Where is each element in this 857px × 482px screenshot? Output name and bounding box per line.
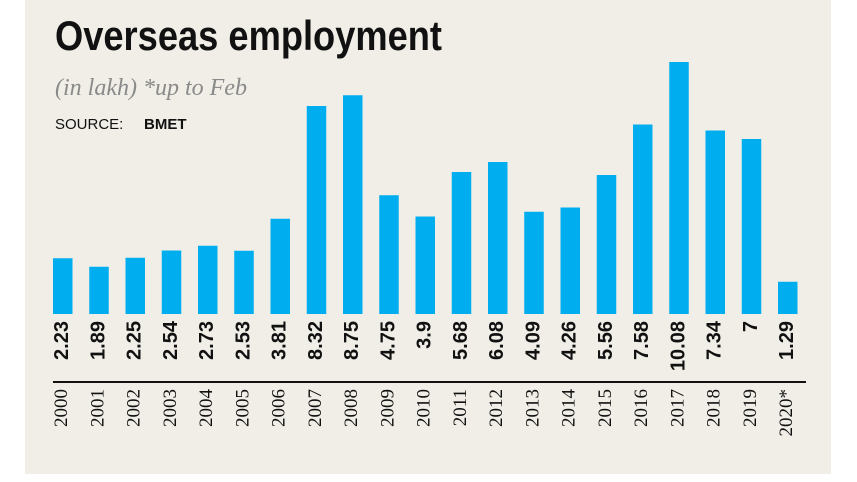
x-tick-label: 2007 xyxy=(305,389,326,427)
bar xyxy=(89,266,109,314)
chart-subtitle: (in lakh) *up to Feb xyxy=(55,75,247,101)
x-tick-label: 2017 xyxy=(667,389,688,427)
bar xyxy=(451,172,472,314)
x-tick-label: 2003 xyxy=(160,389,181,427)
bar xyxy=(125,257,145,314)
x-tick-label: 2009 xyxy=(377,389,398,427)
bar xyxy=(343,95,363,314)
bar xyxy=(778,281,798,314)
source-label: SOURCE: xyxy=(55,116,123,133)
bar xyxy=(596,175,617,314)
value-label: 5.68 xyxy=(450,321,472,360)
bar xyxy=(705,130,725,314)
value-label: 8.32 xyxy=(305,321,327,360)
bar xyxy=(669,62,689,314)
value-label: 2.54 xyxy=(160,320,182,360)
x-tick-label: 2011 xyxy=(450,389,471,426)
x-tick-label: 2014 xyxy=(559,389,580,428)
bar xyxy=(270,218,290,314)
bar xyxy=(741,139,762,314)
value-label: 2.53 xyxy=(232,321,254,360)
bar xyxy=(415,216,435,314)
x-tick-label: 2012 xyxy=(486,389,507,427)
x-tick-label: 2008 xyxy=(341,389,362,427)
x-tick-label: 2018 xyxy=(704,389,725,427)
x-tick-label: 2005 xyxy=(232,389,253,427)
bar xyxy=(306,106,327,314)
x-tick-label: 2013 xyxy=(522,389,543,427)
x-tick-label: 2002 xyxy=(124,389,145,427)
x-tick-label: 2006 xyxy=(269,389,290,427)
bar xyxy=(161,250,182,314)
x-tick-label: 2004 xyxy=(196,389,217,428)
value-label: 7.58 xyxy=(631,321,653,360)
value-label: 3.9 xyxy=(414,321,436,349)
value-label: 4.09 xyxy=(522,321,544,360)
chart-title: Overseas employment xyxy=(55,12,442,59)
bar xyxy=(560,207,580,314)
source: BMET xyxy=(144,116,187,133)
value-label: 8.75 xyxy=(341,321,363,360)
value-label: 3.81 xyxy=(269,321,291,360)
value-label: 1.89 xyxy=(87,321,109,360)
bar xyxy=(488,162,508,314)
value-label: 4.26 xyxy=(559,321,581,360)
value-label: 2.73 xyxy=(196,321,218,360)
x-tick-label: 2001 xyxy=(87,389,108,427)
bar xyxy=(633,124,653,314)
bar xyxy=(524,211,544,314)
value-label: 7 xyxy=(740,321,762,332)
value-label: 7.34 xyxy=(704,320,726,360)
value-label: 1.29 xyxy=(776,321,798,360)
value-label: 2.25 xyxy=(124,321,146,360)
x-tick-label: 2019 xyxy=(740,389,761,427)
bar xyxy=(198,245,218,314)
value-label: 10.08 xyxy=(667,321,689,371)
x-tick-label: 2000 xyxy=(51,389,72,427)
value-label: 6.08 xyxy=(486,321,508,360)
value-label: 5.56 xyxy=(595,321,617,360)
x-tick-label: 2020* xyxy=(776,389,797,437)
x-tick-label: 2010 xyxy=(414,389,435,427)
bar xyxy=(53,258,73,314)
value-label: 4.75 xyxy=(377,321,399,360)
bar xyxy=(379,195,399,314)
x-tick-label: 2016 xyxy=(631,389,652,427)
bar xyxy=(234,250,254,314)
x-tick-label: 2015 xyxy=(595,389,616,427)
value-label: 2.23 xyxy=(51,321,73,360)
